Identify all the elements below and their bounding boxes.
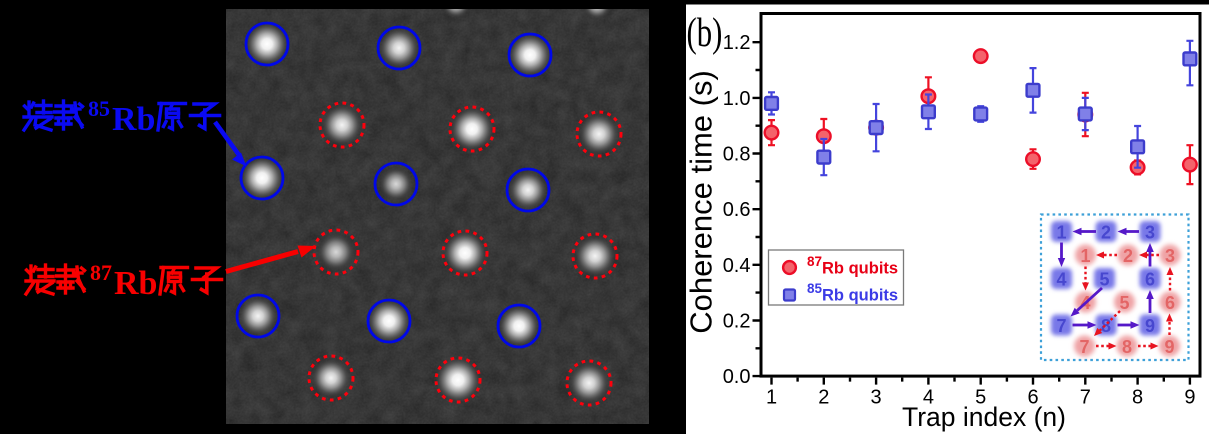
svg-text:8: 8	[1122, 337, 1132, 357]
svg-text:5: 5	[1119, 293, 1129, 313]
svg-text:1.2: 1.2	[723, 32, 751, 54]
svg-text:Rb qubits: Rb qubits	[822, 260, 898, 278]
svg-text:87: 87	[807, 254, 822, 269]
svg-text:6: 6	[1165, 293, 1175, 313]
svg-text:3: 3	[1165, 246, 1175, 266]
svg-text:4: 4	[923, 387, 934, 409]
svg-text:3: 3	[871, 387, 882, 409]
svg-text:8: 8	[1101, 316, 1111, 336]
svg-text:7: 7	[1056, 316, 1066, 336]
svg-text:4: 4	[1056, 270, 1066, 290]
svg-text:3: 3	[1145, 223, 1155, 243]
svg-text:1: 1	[1080, 246, 1090, 266]
svg-text:7: 7	[1079, 337, 1089, 357]
svg-text:Trap index (n): Trap index (n)	[902, 402, 1066, 432]
svg-text:9: 9	[1164, 337, 1174, 357]
svg-text:2: 2	[1123, 246, 1133, 266]
svg-text:0.6: 0.6	[723, 199, 751, 221]
svg-text:Rb: Rb	[112, 101, 155, 138]
svg-text:2: 2	[818, 387, 829, 409]
svg-text:Rb qubits: Rb qubits	[822, 287, 898, 305]
svg-text:(b): (b)	[687, 10, 723, 55]
svg-text:6: 6	[1027, 387, 1038, 409]
svg-text:85: 85	[88, 96, 110, 121]
svg-text:5: 5	[975, 387, 986, 409]
svg-text:0.0: 0.0	[723, 366, 751, 388]
svg-text:7: 7	[1080, 387, 1091, 409]
svg-text:2: 2	[1101, 223, 1111, 243]
svg-text:0.4: 0.4	[723, 255, 751, 277]
svg-text:6: 6	[1145, 270, 1155, 290]
svg-text:5: 5	[1099, 270, 1109, 290]
svg-text:1: 1	[1056, 223, 1066, 243]
svg-text:0.8: 0.8	[723, 144, 751, 166]
svg-text:0.2: 0.2	[723, 311, 751, 333]
svg-text:Rb: Rb	[114, 265, 157, 302]
svg-text:9: 9	[1145, 316, 1155, 336]
svg-text:1: 1	[766, 387, 777, 409]
svg-text:87: 87	[90, 260, 112, 285]
svg-text:Coherence time (s): Coherence time (s)	[684, 70, 719, 334]
svg-text:9: 9	[1184, 387, 1195, 409]
svg-text:8: 8	[1132, 387, 1143, 409]
svg-text:85: 85	[807, 281, 823, 296]
svg-text:1.0: 1.0	[723, 88, 751, 110]
